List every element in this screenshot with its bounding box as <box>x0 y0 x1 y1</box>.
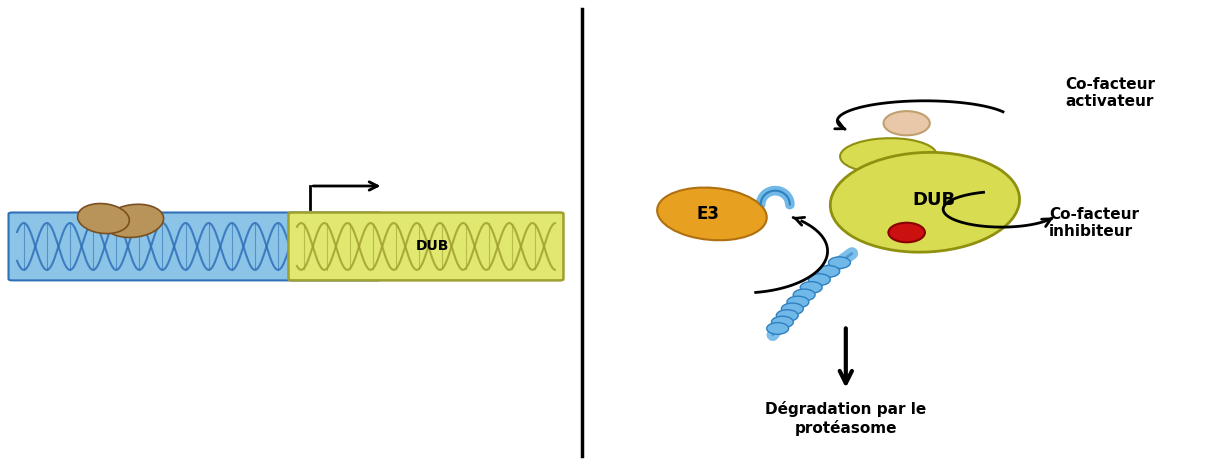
Text: E3: E3 <box>697 205 719 223</box>
Ellipse shape <box>793 289 815 301</box>
Ellipse shape <box>888 223 925 242</box>
Text: Dégradation par le
protéasome: Dégradation par le protéasome <box>765 401 926 436</box>
Ellipse shape <box>767 323 789 334</box>
Ellipse shape <box>808 274 830 286</box>
FancyBboxPatch shape <box>9 213 381 280</box>
Ellipse shape <box>830 153 1020 252</box>
Ellipse shape <box>772 316 793 328</box>
Ellipse shape <box>884 111 930 135</box>
Ellipse shape <box>829 257 851 268</box>
Ellipse shape <box>818 266 840 277</box>
Ellipse shape <box>657 187 767 240</box>
Ellipse shape <box>105 204 163 238</box>
Ellipse shape <box>781 303 803 315</box>
Ellipse shape <box>776 310 798 321</box>
FancyBboxPatch shape <box>288 213 563 280</box>
Text: Co-facteur
activateur: Co-facteur activateur <box>1065 77 1155 109</box>
Ellipse shape <box>787 296 809 308</box>
Text: DUB: DUB <box>912 191 955 209</box>
Text: DUB: DUB <box>415 239 449 253</box>
Text: Co-facteur
inhibiteur: Co-facteur inhibiteur <box>1049 207 1139 239</box>
Ellipse shape <box>840 138 937 173</box>
Ellipse shape <box>801 282 823 293</box>
Ellipse shape <box>78 204 129 233</box>
